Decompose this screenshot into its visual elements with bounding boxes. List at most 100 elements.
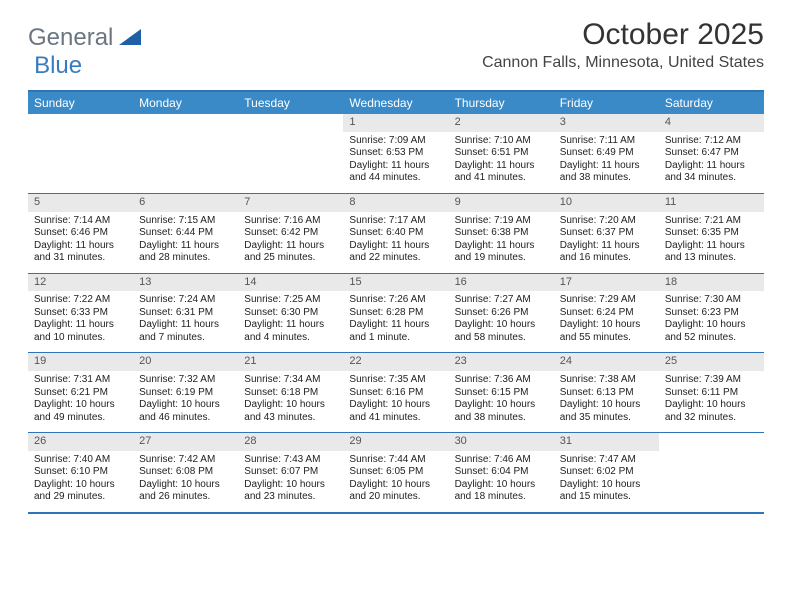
sunrise-text: Sunrise: 7:32 AM (139, 374, 232, 387)
sunset-text: Sunset: 6:24 PM (560, 307, 653, 320)
sunset-text: Sunset: 6:31 PM (139, 307, 232, 320)
day-body: Sunrise: 7:25 AMSunset: 6:30 PMDaylight:… (238, 291, 343, 352)
sunrise-text: Sunrise: 7:15 AM (139, 215, 232, 228)
calendar-day: 25Sunrise: 7:39 AMSunset: 6:11 PMDayligh… (659, 353, 764, 432)
day-body: Sunrise: 7:22 AMSunset: 6:33 PMDaylight:… (28, 291, 133, 352)
sunset-text: Sunset: 6:16 PM (349, 387, 442, 400)
daylight-text: Daylight: 10 hours and 26 minutes. (139, 479, 232, 504)
day-body: Sunrise: 7:35 AMSunset: 6:16 PMDaylight:… (343, 371, 448, 432)
calendar-week: 5Sunrise: 7:14 AMSunset: 6:46 PMDaylight… (28, 193, 764, 273)
daylight-text: Daylight: 11 hours and 13 minutes. (665, 240, 758, 265)
sunset-text: Sunset: 6:10 PM (34, 466, 127, 479)
sunset-text: Sunset: 6:26 PM (455, 307, 548, 320)
sunrise-text: Sunrise: 7:19 AM (455, 215, 548, 228)
sunset-text: Sunset: 6:21 PM (34, 387, 127, 400)
day-body: Sunrise: 7:19 AMSunset: 6:38 PMDaylight:… (449, 212, 554, 273)
day-header-sun: Sunday (28, 92, 133, 114)
day-number: 27 (133, 433, 238, 451)
calendar-day: . (238, 114, 343, 193)
daylight-text: Daylight: 11 hours and 38 minutes. (560, 160, 653, 185)
day-body: Sunrise: 7:26 AMSunset: 6:28 PMDaylight:… (343, 291, 448, 352)
calendar-day: 18Sunrise: 7:30 AMSunset: 6:23 PMDayligh… (659, 274, 764, 353)
day-header-mon: Monday (133, 92, 238, 114)
day-number: 23 (449, 353, 554, 371)
day-body: Sunrise: 7:15 AMSunset: 6:44 PMDaylight:… (133, 212, 238, 273)
day-number: 10 (554, 194, 659, 212)
calendar-day: 3Sunrise: 7:11 AMSunset: 6:49 PMDaylight… (554, 114, 659, 193)
day-body: Sunrise: 7:14 AMSunset: 6:46 PMDaylight:… (28, 212, 133, 273)
day-body: Sunrise: 7:30 AMSunset: 6:23 PMDaylight:… (659, 291, 764, 352)
sunrise-text: Sunrise: 7:31 AM (34, 374, 127, 387)
day-number: 11 (659, 194, 764, 212)
day-header-sat: Saturday (659, 92, 764, 114)
daylight-text: Daylight: 10 hours and 41 minutes. (349, 399, 442, 424)
calendar-header-row: Sunday Monday Tuesday Wednesday Thursday… (28, 92, 764, 114)
daylight-text: Daylight: 10 hours and 29 minutes. (34, 479, 127, 504)
sunrise-text: Sunrise: 7:30 AM (665, 294, 758, 307)
day-body: Sunrise: 7:21 AMSunset: 6:35 PMDaylight:… (659, 212, 764, 273)
sunrise-text: Sunrise: 7:40 AM (34, 454, 127, 467)
sunset-text: Sunset: 6:08 PM (139, 466, 232, 479)
daylight-text: Daylight: 10 hours and 58 minutes. (455, 319, 548, 344)
title-block: October 2025 Cannon Falls, Minnesota, Un… (482, 18, 764, 72)
day-number: 9 (449, 194, 554, 212)
day-body: Sunrise: 7:17 AMSunset: 6:40 PMDaylight:… (343, 212, 448, 273)
calendar-day: 8Sunrise: 7:17 AMSunset: 6:40 PMDaylight… (343, 194, 448, 273)
daylight-text: Daylight: 10 hours and 18 minutes. (455, 479, 548, 504)
daylight-text: Daylight: 10 hours and 43 minutes. (244, 399, 337, 424)
sunset-text: Sunset: 6:53 PM (349, 147, 442, 160)
day-header-wed: Wednesday (343, 92, 448, 114)
sunset-text: Sunset: 6:37 PM (560, 227, 653, 240)
day-number: 2 (449, 114, 554, 132)
calendar-day: 27Sunrise: 7:42 AMSunset: 6:08 PMDayligh… (133, 433, 238, 512)
sunrise-text: Sunrise: 7:27 AM (455, 294, 548, 307)
day-body: Sunrise: 7:09 AMSunset: 6:53 PMDaylight:… (343, 132, 448, 193)
calendar-day: 30Sunrise: 7:46 AMSunset: 6:04 PMDayligh… (449, 433, 554, 512)
day-body: Sunrise: 7:39 AMSunset: 6:11 PMDaylight:… (659, 371, 764, 432)
daylight-text: Daylight: 11 hours and 25 minutes. (244, 240, 337, 265)
day-number: 1 (343, 114, 448, 132)
sunrise-text: Sunrise: 7:11 AM (560, 135, 653, 148)
day-body: Sunrise: 7:44 AMSunset: 6:05 PMDaylight:… (343, 451, 448, 512)
daylight-text: Daylight: 10 hours and 49 minutes. (34, 399, 127, 424)
sunrise-text: Sunrise: 7:39 AM (665, 374, 758, 387)
sunrise-text: Sunrise: 7:09 AM (349, 135, 442, 148)
calendar-week: 19Sunrise: 7:31 AMSunset: 6:21 PMDayligh… (28, 352, 764, 432)
daylight-text: Daylight: 10 hours and 35 minutes. (560, 399, 653, 424)
calendar-day: 9Sunrise: 7:19 AMSunset: 6:38 PMDaylight… (449, 194, 554, 273)
logo-text-blue: Blue (34, 52, 82, 79)
calendar-day: 12Sunrise: 7:22 AMSunset: 6:33 PMDayligh… (28, 274, 133, 353)
day-number: 30 (449, 433, 554, 451)
daylight-text: Daylight: 11 hours and 16 minutes. (560, 240, 653, 265)
daylight-text: Daylight: 11 hours and 41 minutes. (455, 160, 548, 185)
day-body: Sunrise: 7:29 AMSunset: 6:24 PMDaylight:… (554, 291, 659, 352)
page-title: October 2025 (482, 18, 764, 52)
calendar-day: 6Sunrise: 7:15 AMSunset: 6:44 PMDaylight… (133, 194, 238, 273)
calendar-day: 17Sunrise: 7:29 AMSunset: 6:24 PMDayligh… (554, 274, 659, 353)
sunset-text: Sunset: 6:19 PM (139, 387, 232, 400)
calendar-day: 26Sunrise: 7:40 AMSunset: 6:10 PMDayligh… (28, 433, 133, 512)
sunset-text: Sunset: 6:47 PM (665, 147, 758, 160)
daylight-text: Daylight: 10 hours and 46 minutes. (139, 399, 232, 424)
daylight-text: Daylight: 10 hours and 23 minutes. (244, 479, 337, 504)
daylight-text: Daylight: 10 hours and 32 minutes. (665, 399, 758, 424)
day-number: 21 (238, 353, 343, 371)
sunset-text: Sunset: 6:38 PM (455, 227, 548, 240)
day-body: Sunrise: 7:40 AMSunset: 6:10 PMDaylight:… (28, 451, 133, 512)
day-number: 15 (343, 274, 448, 292)
day-number: 20 (133, 353, 238, 371)
calendar-day: . (659, 433, 764, 512)
calendar-day: 15Sunrise: 7:26 AMSunset: 6:28 PMDayligh… (343, 274, 448, 353)
calendar-week: 12Sunrise: 7:22 AMSunset: 6:33 PMDayligh… (28, 273, 764, 353)
day-body: Sunrise: 7:43 AMSunset: 6:07 PMDaylight:… (238, 451, 343, 512)
daylight-text: Daylight: 11 hours and 31 minutes. (34, 240, 127, 265)
sunrise-text: Sunrise: 7:14 AM (34, 215, 127, 228)
day-number: 3 (554, 114, 659, 132)
calendar-day: 13Sunrise: 7:24 AMSunset: 6:31 PMDayligh… (133, 274, 238, 353)
daylight-text: Daylight: 10 hours and 20 minutes. (349, 479, 442, 504)
day-body: Sunrise: 7:46 AMSunset: 6:04 PMDaylight:… (449, 451, 554, 512)
day-body: Sunrise: 7:20 AMSunset: 6:37 PMDaylight:… (554, 212, 659, 273)
day-body: Sunrise: 7:16 AMSunset: 6:42 PMDaylight:… (238, 212, 343, 273)
day-number: 5 (28, 194, 133, 212)
sunset-text: Sunset: 6:40 PM (349, 227, 442, 240)
